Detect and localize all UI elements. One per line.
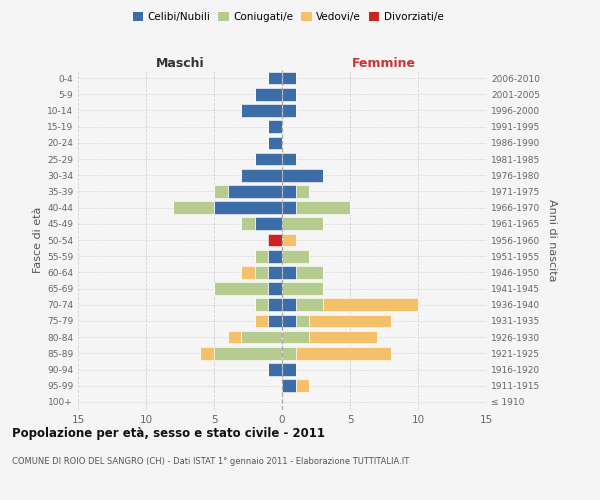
Bar: [268, 363, 282, 376]
Bar: [282, 363, 296, 376]
Legend: Celibi/Nubili, Coniugati/e, Vedovi/e, Divorziati/e: Celibi/Nubili, Coniugati/e, Vedovi/e, Di…: [128, 8, 448, 26]
Bar: [227, 185, 282, 198]
Bar: [255, 250, 268, 262]
Bar: [255, 218, 282, 230]
Bar: [282, 202, 296, 214]
Bar: [241, 104, 282, 117]
Y-axis label: Fasce di età: Fasce di età: [33, 207, 43, 273]
Bar: [282, 298, 296, 311]
Bar: [296, 185, 309, 198]
Bar: [255, 266, 268, 278]
Bar: [282, 88, 296, 101]
Bar: [268, 234, 282, 246]
Bar: [282, 234, 296, 246]
Bar: [296, 314, 309, 328]
Bar: [268, 298, 282, 311]
Bar: [282, 152, 296, 166]
Bar: [282, 72, 296, 85]
Bar: [214, 282, 268, 295]
Text: Popolazione per età, sesso e stato civile - 2011: Popolazione per età, sesso e stato civil…: [12, 428, 325, 440]
Bar: [268, 282, 282, 295]
Bar: [309, 314, 391, 328]
Bar: [268, 120, 282, 133]
Bar: [282, 250, 309, 262]
Bar: [309, 331, 377, 344]
Bar: [282, 266, 296, 278]
Bar: [241, 266, 255, 278]
Bar: [282, 104, 296, 117]
Bar: [323, 298, 418, 311]
Bar: [255, 88, 282, 101]
Bar: [296, 347, 391, 360]
Bar: [241, 218, 255, 230]
Bar: [241, 331, 282, 344]
Bar: [200, 347, 214, 360]
Bar: [282, 331, 309, 344]
Bar: [173, 202, 214, 214]
Bar: [255, 298, 268, 311]
Bar: [268, 136, 282, 149]
Bar: [282, 380, 296, 392]
Bar: [282, 347, 296, 360]
Bar: [268, 250, 282, 262]
Y-axis label: Anni di nascita: Anni di nascita: [547, 198, 557, 281]
Bar: [214, 347, 282, 360]
Bar: [282, 169, 323, 181]
Bar: [214, 185, 227, 198]
Bar: [241, 169, 282, 181]
Bar: [255, 314, 268, 328]
Bar: [296, 202, 350, 214]
Bar: [296, 380, 309, 392]
Text: Maschi: Maschi: [155, 57, 205, 70]
Bar: [268, 266, 282, 278]
Bar: [268, 72, 282, 85]
Text: COMUNE DI ROIO DEL SANGRO (CH) - Dati ISTAT 1° gennaio 2011 - Elaborazione TUTTI: COMUNE DI ROIO DEL SANGRO (CH) - Dati IS…: [12, 458, 409, 466]
Bar: [214, 202, 282, 214]
Bar: [282, 314, 296, 328]
Text: Femmine: Femmine: [352, 57, 416, 70]
Bar: [255, 152, 282, 166]
Bar: [282, 282, 323, 295]
Bar: [282, 185, 296, 198]
Bar: [227, 331, 241, 344]
Bar: [282, 218, 323, 230]
Bar: [296, 298, 323, 311]
Bar: [296, 266, 323, 278]
Bar: [268, 314, 282, 328]
